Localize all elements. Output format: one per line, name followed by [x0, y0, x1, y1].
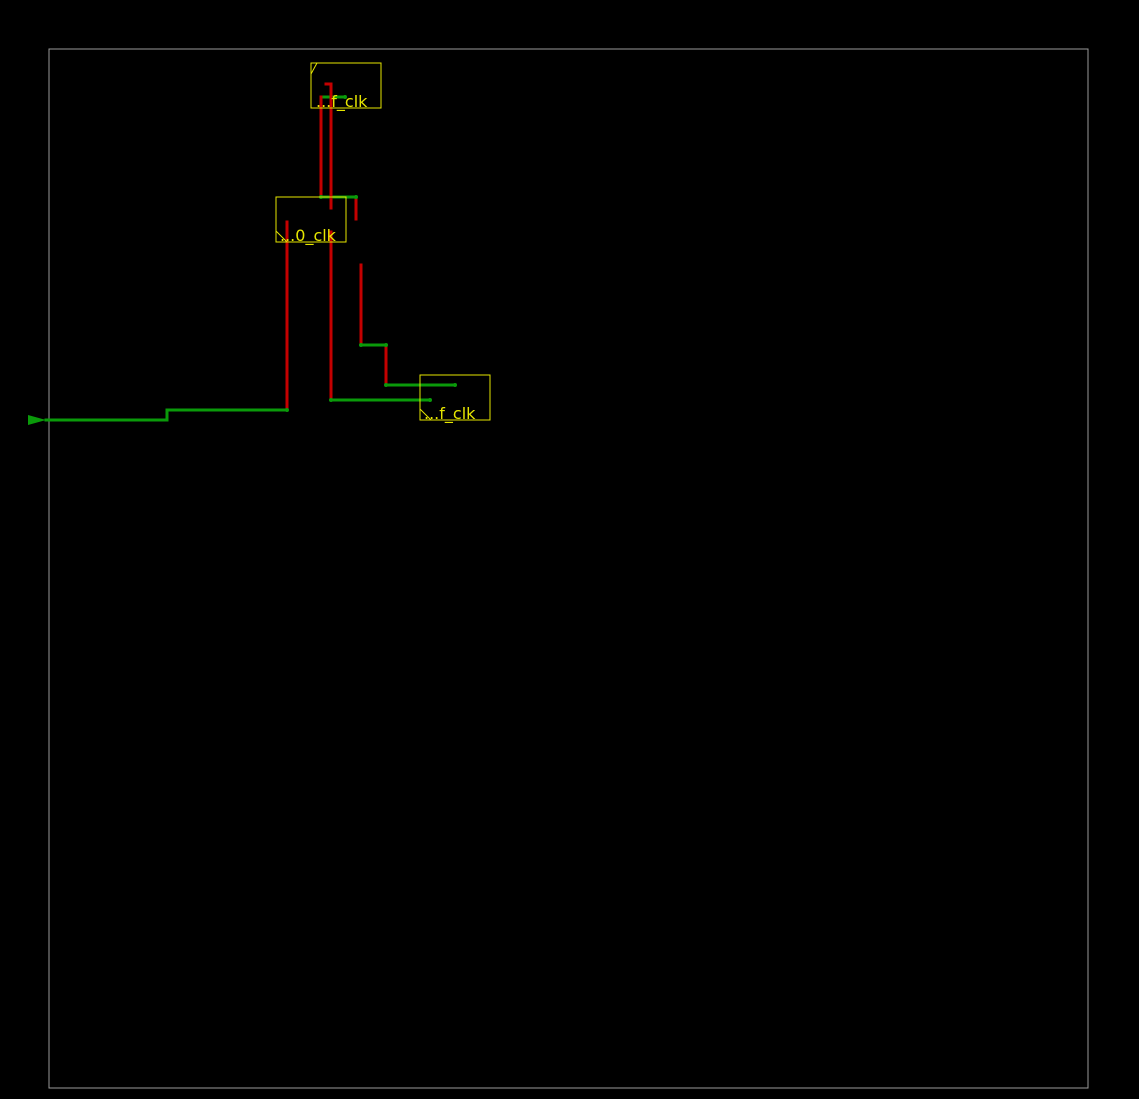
clock-input-pin-icon[interactable]	[28, 415, 46, 425]
via-dot	[384, 343, 388, 347]
via-dot	[428, 398, 432, 402]
orientation-mark	[310, 62, 318, 75]
instance-label: ...f_clk	[316, 92, 368, 112]
via-dot	[285, 408, 289, 412]
instance-3[interactable]: ...f_clk	[419, 374, 491, 424]
via-dot	[343, 95, 347, 99]
via-dot	[329, 398, 333, 402]
instance-outline	[310, 62, 382, 109]
instance-1[interactable]: ...f_clk	[310, 62, 382, 112]
via-dot	[453, 383, 457, 387]
instance-2[interactable]: ...0_clk	[275, 196, 347, 246]
instance-label: ...0_clk	[280, 226, 337, 246]
orientation-mark	[275, 230, 288, 243]
instance-label: ...f_clk	[424, 404, 476, 424]
via-dot	[359, 343, 363, 347]
instance-outline	[419, 374, 491, 421]
die-outline	[48, 48, 1089, 1089]
via-dot	[354, 195, 358, 199]
vertical-wires	[285, 82, 388, 412]
orientation-mark	[419, 408, 432, 421]
via-dot	[384, 383, 388, 387]
instance-outline	[275, 196, 347, 243]
